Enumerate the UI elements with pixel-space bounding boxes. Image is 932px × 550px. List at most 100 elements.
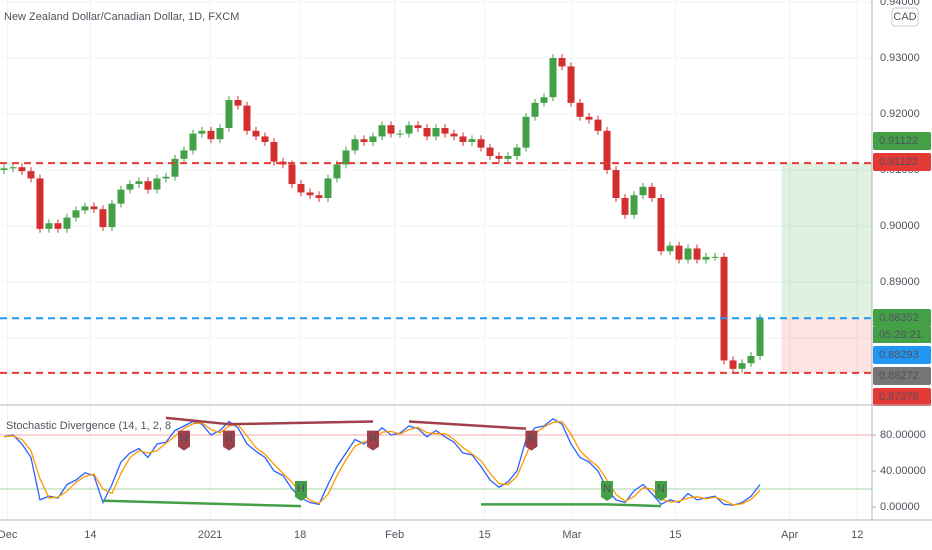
- x-tick-label: 15: [478, 529, 490, 541]
- candle-body: [36, 178, 44, 229]
- y-tick-label: 0.00000: [880, 501, 920, 513]
- candle-body: [540, 97, 548, 103]
- candle-body: [630, 195, 638, 215]
- candle-body: [45, 223, 53, 229]
- candle-body: [459, 136, 467, 143]
- x-tick-label: Feb: [385, 529, 404, 541]
- countdown-badge: [873, 327, 931, 343]
- candle-body: [531, 102, 539, 117]
- divergence-line: [165, 416, 230, 426]
- candle-body: [576, 102, 584, 117]
- x-tick-label: 14: [84, 529, 96, 541]
- x-tick-label: 18: [294, 529, 306, 541]
- candle-body: [207, 130, 215, 140]
- price-badge-label: 0.88272: [879, 370, 919, 382]
- price-badge: [873, 346, 931, 364]
- candle-body: [198, 130, 206, 134]
- candle-body: [729, 360, 737, 369]
- divergence-marker-label: N: [657, 483, 665, 495]
- candle-body: [684, 248, 692, 260]
- candle-body: [117, 189, 125, 204]
- indicator-line: [3, 417, 761, 506]
- candle-body: [108, 203, 116, 228]
- y-tick-label: 0.90000: [880, 220, 920, 232]
- x-tick-label: Mar: [562, 529, 581, 541]
- x-tick-label: 15: [669, 529, 681, 541]
- price-badge-label: 0.91122: [879, 156, 918, 168]
- candle-body: [81, 206, 89, 211]
- candle-body: [63, 217, 71, 229]
- candle-body: [666, 245, 674, 252]
- y-tick-label: 0.89000: [880, 276, 920, 288]
- candle-body: [162, 176, 170, 179]
- price-badge-label: 0.88293: [879, 349, 919, 361]
- candle-body: [261, 136, 269, 143]
- candle-body: [585, 116, 593, 120]
- candle-body: [126, 184, 134, 190]
- candle-body: [387, 125, 395, 134]
- candle-body: [225, 100, 233, 129]
- candle-body: [423, 128, 431, 137]
- candle-body: [216, 128, 224, 140]
- divergence-marker: [601, 481, 614, 502]
- y-tick-label: 0.92000: [880, 108, 920, 120]
- candle-body: [468, 139, 476, 143]
- candle-body: [747, 355, 755, 364]
- divergence-line: [102, 499, 302, 508]
- price-badge: [873, 388, 931, 406]
- candle-body: [135, 181, 143, 185]
- candle-body: [315, 195, 323, 199]
- candle-body: [99, 209, 107, 228]
- candle-body: [603, 130, 611, 171]
- candle-body: [180, 150, 188, 159]
- candle-body: [594, 119, 602, 131]
- candle-body: [306, 192, 314, 196]
- candle-body: [477, 139, 485, 148]
- currency-box: [891, 7, 919, 27]
- divergence-marker-label: H: [297, 483, 305, 495]
- candle-body: [153, 178, 161, 190]
- x-tick-label: 12: [851, 529, 863, 541]
- candle-body: [504, 156, 512, 159]
- candle-body: [513, 147, 521, 157]
- candle-body: [549, 58, 557, 98]
- y-tick-label: 40.00000: [880, 465, 926, 477]
- candle-body: [756, 318, 764, 356]
- divergence-marker-label: N: [180, 432, 188, 444]
- indicator-line: [3, 420, 761, 506]
- candle-body: [252, 130, 260, 137]
- target-zone: [781, 163, 872, 319]
- x-tick-label: Apr: [781, 529, 798, 541]
- price-badge: [873, 367, 931, 385]
- candle-body: [72, 210, 80, 218]
- divergence-marker: [222, 430, 235, 451]
- candle-body: [675, 245, 683, 260]
- candle-body: [711, 256, 719, 258]
- candle-body: [441, 128, 449, 134]
- y-tick-label: 0.94000: [880, 0, 920, 8]
- candle-body: [288, 164, 296, 185]
- candle-body: [171, 158, 179, 177]
- candle-body: [450, 133, 458, 137]
- candle-body: [738, 363, 746, 369]
- candle-body: [369, 136, 377, 143]
- divergence-marker-label: N: [603, 483, 611, 495]
- candle-body: [54, 223, 62, 229]
- candle-body: [342, 150, 350, 165]
- candle-body: [432, 128, 440, 137]
- price-badge-label: 0.88352: [879, 312, 919, 324]
- divergence-line: [228, 420, 374, 426]
- candle-body: [486, 147, 494, 157]
- candle-body: [189, 133, 197, 151]
- divergence-marker: [177, 430, 190, 451]
- candle-body: [378, 125, 386, 137]
- candle-body: [27, 171, 35, 179]
- candle-body: [657, 198, 665, 252]
- candle-body: [720, 256, 728, 361]
- candle-body: [270, 142, 278, 162]
- divergence-marker: [655, 481, 668, 502]
- candle-body: [396, 133, 404, 135]
- chart-title: New Zealand Dollar/Canadian Dollar, 1D, …: [4, 11, 239, 23]
- candle-body: [522, 116, 530, 148]
